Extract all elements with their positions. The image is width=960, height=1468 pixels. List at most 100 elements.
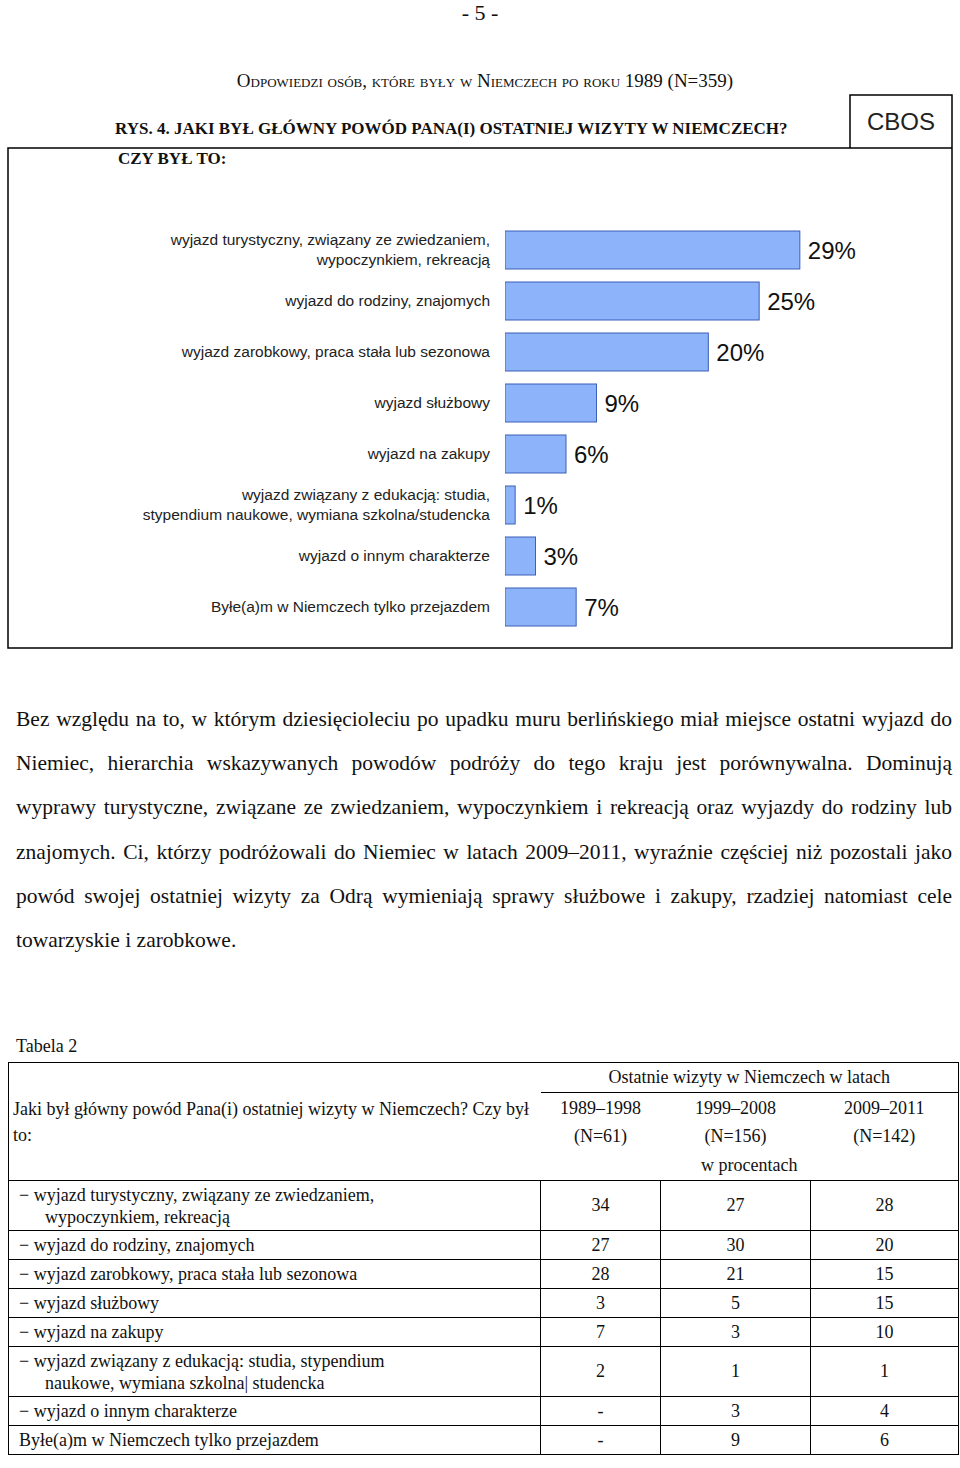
- category-label: wyjazd związany z edukacją: studia, stype…: [143, 486, 491, 523]
- cell: 3: [661, 1318, 811, 1347]
- label-line: wypoczynkiem, rekreacją: [316, 251, 491, 268]
- page-number: - 5 -: [0, 0, 960, 26]
- column-years: 2009–2011: [817, 1094, 953, 1122]
- label-line: wyjazd zarobkowy, praca stała lub sezono…: [181, 343, 491, 360]
- unit: w procentach: [541, 1151, 959, 1181]
- column-years: 1999–2008: [667, 1094, 805, 1122]
- data-label: 20%: [716, 339, 764, 366]
- row-label: − wyjazd na zakupy: [9, 1318, 541, 1347]
- cell: 6: [811, 1426, 959, 1455]
- column-header: 1999–2008(N=156): [661, 1093, 811, 1151]
- cell: 28: [541, 1260, 661, 1289]
- label-line: Byłe(a)m w Niemczech tylko przejazdem: [211, 598, 490, 615]
- category-label: wyjazd służbowy: [374, 394, 491, 411]
- cell: 1: [661, 1347, 811, 1397]
- cell: 9: [661, 1426, 811, 1455]
- figure-frame: [8, 95, 952, 648]
- table-row: − wyjazd do rodziny, znajomych273020: [9, 1231, 959, 1260]
- cell: -: [541, 1426, 661, 1455]
- cell: 4: [811, 1397, 959, 1426]
- cell: 27: [541, 1231, 661, 1260]
- bars: [505, 231, 800, 626]
- row-label: − wyjazd służbowy: [9, 1289, 541, 1318]
- data-label: 3%: [544, 543, 579, 570]
- table-body: Jaki był główny powód Pana(i) ostatniej …: [9, 1063, 959, 1455]
- row-label: Byłe(a)m w Niemczech tylko przejazdem: [9, 1426, 541, 1455]
- page: {"page_number": "- 5 -", "header": "Odpo…: [0, 0, 960, 1468]
- bar: [505, 588, 576, 626]
- column-header: 2009–2011(N=142): [811, 1093, 959, 1151]
- paragraph: Bez względu na to, w którym dziesięciole…: [16, 697, 952, 962]
- cell: 21: [661, 1260, 811, 1289]
- cell: 27: [661, 1181, 811, 1231]
- row-label: − wyjazd o innym charakterze: [9, 1397, 541, 1426]
- table-row: Byłe(a)m w Niemczech tylko przejazdem-96: [9, 1426, 959, 1455]
- labels: 29% wyjazd turystyczny, związany ze zwied…: [143, 231, 856, 621]
- label-line: wyjazd do rodziny, znajomych: [284, 292, 490, 309]
- chart-subtitle: CZY BYŁ TO:: [118, 149, 226, 168]
- table-caption: Tabela 2: [16, 1036, 77, 1057]
- data-label: 29%: [808, 237, 856, 264]
- row-label: − wyjazd związany z edukacją: studia, st…: [9, 1347, 541, 1397]
- label-line: wyjazd na zakupy: [367, 445, 491, 462]
- cell: 2: [541, 1347, 661, 1397]
- data-label: 1%: [523, 492, 558, 519]
- row-label: − wyjazd turystyczny, związany ze zwiedz…: [9, 1181, 541, 1231]
- category-label: wyjazd zarobkowy, praca stała lub sezono…: [181, 343, 491, 360]
- logo: CBOS: [867, 108, 935, 135]
- cell: 3: [541, 1289, 661, 1318]
- bar: [505, 384, 597, 422]
- cell: 30: [661, 1231, 811, 1260]
- cell: -: [541, 1397, 661, 1426]
- label-line: stypendium naukowe, wymiana szkolna/stud…: [143, 506, 491, 523]
- bar: [505, 333, 708, 371]
- table-row: − wyjazd o innym charakterze-34: [9, 1397, 959, 1426]
- header-row: Jaki był główny powód Pana(i) ostatniej …: [9, 1063, 959, 1093]
- table-row: − wyjazd zarobkowy, praca stała lub sezo…: [9, 1260, 959, 1289]
- label-line: wyjazd turystyczny, związany ze zwiedzan…: [170, 231, 490, 248]
- figure: CBOS RYS. 4. JAKI BYŁ GŁÓWNY POWÓD PANA(I…: [0, 0, 960, 660]
- data-label: 6%: [574, 441, 609, 468]
- bar: [505, 435, 566, 473]
- table-row: − wyjazd turystyczny, związany ze zwiedz…: [9, 1181, 959, 1231]
- chart-title: RYS. 4. JAKI BYŁ GŁÓWNY POWÓD PANA(I) OS…: [115, 119, 788, 138]
- cell: 34: [541, 1181, 661, 1231]
- category-label: wyjazd do rodziny, znajomych: [284, 292, 490, 309]
- bar: [505, 282, 759, 320]
- column-header: 1989–1998(N=61): [541, 1093, 661, 1151]
- category-label: wyjazd turystyczny, związany ze zwiedzan…: [170, 231, 491, 268]
- bar: [505, 537, 536, 575]
- category-label: Byłe(a)m w Niemczech tylko przejazdem: [211, 598, 490, 615]
- column-n: (N=61): [547, 1122, 655, 1150]
- column-years: 1989–1998: [547, 1094, 655, 1122]
- category-label: wyjazd o innym charakterze: [298, 547, 490, 564]
- group-header: Ostatnie wizyty w Niemczech w latach: [541, 1063, 959, 1093]
- column-n: (N=142): [817, 1122, 953, 1150]
- data-label: 9%: [605, 390, 640, 417]
- data-label: 7%: [584, 594, 619, 621]
- column-n: (N=156): [667, 1122, 805, 1150]
- data-label: 25%: [767, 288, 815, 315]
- table: Jaki był główny powód Pana(i) ostatniej …: [8, 1062, 959, 1455]
- bar: [505, 486, 515, 524]
- table-row: − wyjazd na zakupy7310: [9, 1318, 959, 1347]
- cell: 20: [811, 1231, 959, 1260]
- row-label: − wyjazd do rodziny, znajomych: [9, 1231, 541, 1260]
- table-row: − wyjazd związany z edukacją: studia, st…: [9, 1347, 959, 1397]
- question-cell: Jaki był główny powód Pana(i) ostatniej …: [9, 1063, 541, 1181]
- cell: 28: [811, 1181, 959, 1231]
- cell: 15: [811, 1289, 959, 1318]
- cell: 10: [811, 1318, 959, 1347]
- label-line: wyjazd o innym charakterze: [298, 547, 490, 564]
- cell: 7: [541, 1318, 661, 1347]
- cell: 15: [811, 1260, 959, 1289]
- header: Odpowiedzi osób, które były w Niemczech …: [0, 70, 960, 92]
- row-label: − wyjazd zarobkowy, praca stała lub sezo…: [9, 1260, 541, 1289]
- cell: 5: [661, 1289, 811, 1318]
- header-row: w procentach: [9, 1151, 959, 1181]
- label-line: wyjazd służbowy: [374, 394, 491, 411]
- cell: 1: [811, 1347, 959, 1397]
- cell: 3: [661, 1397, 811, 1426]
- category-label: wyjazd na zakupy: [367, 445, 491, 462]
- label-line: wyjazd związany z edukacją: studia,: [241, 486, 490, 503]
